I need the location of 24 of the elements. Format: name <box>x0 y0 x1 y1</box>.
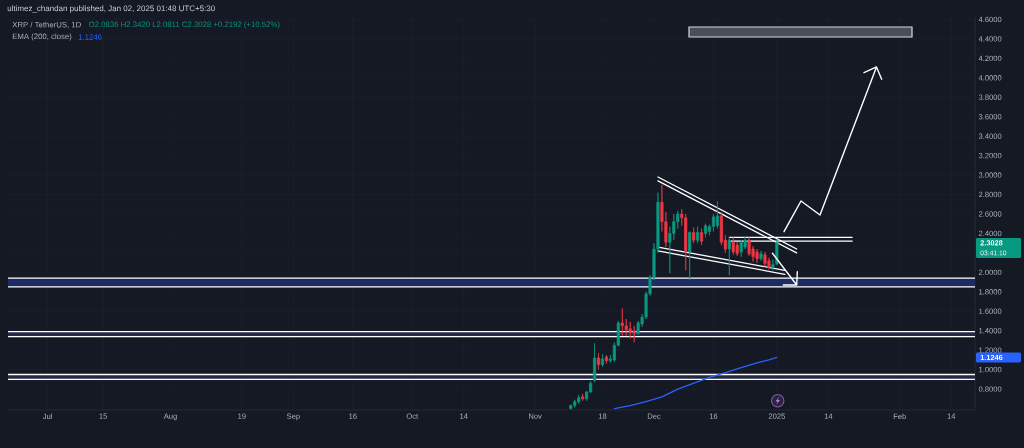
candlestick <box>763 251 767 267</box>
candlestick <box>620 307 624 336</box>
candlestick <box>739 239 743 258</box>
candlestick <box>692 227 696 244</box>
candlestick <box>600 353 605 368</box>
candlestick <box>735 241 739 257</box>
candlestick <box>577 394 581 405</box>
candlestick <box>593 343 597 383</box>
candlestick <box>581 393 585 402</box>
candlestick <box>688 231 692 281</box>
candlestick <box>573 399 577 408</box>
candlestick <box>759 250 763 262</box>
candlestick <box>684 213 688 271</box>
candlestick <box>632 325 636 343</box>
candlestick <box>628 321 632 339</box>
candlestick <box>700 228 704 246</box>
candlestick <box>715 200 719 229</box>
candlestick <box>727 236 731 276</box>
candlestick <box>596 352 601 370</box>
candlestick <box>696 226 700 244</box>
candlestick <box>604 354 608 365</box>
candlestick <box>703 223 708 238</box>
candlestick <box>755 248 759 263</box>
candlestick <box>731 236 735 256</box>
